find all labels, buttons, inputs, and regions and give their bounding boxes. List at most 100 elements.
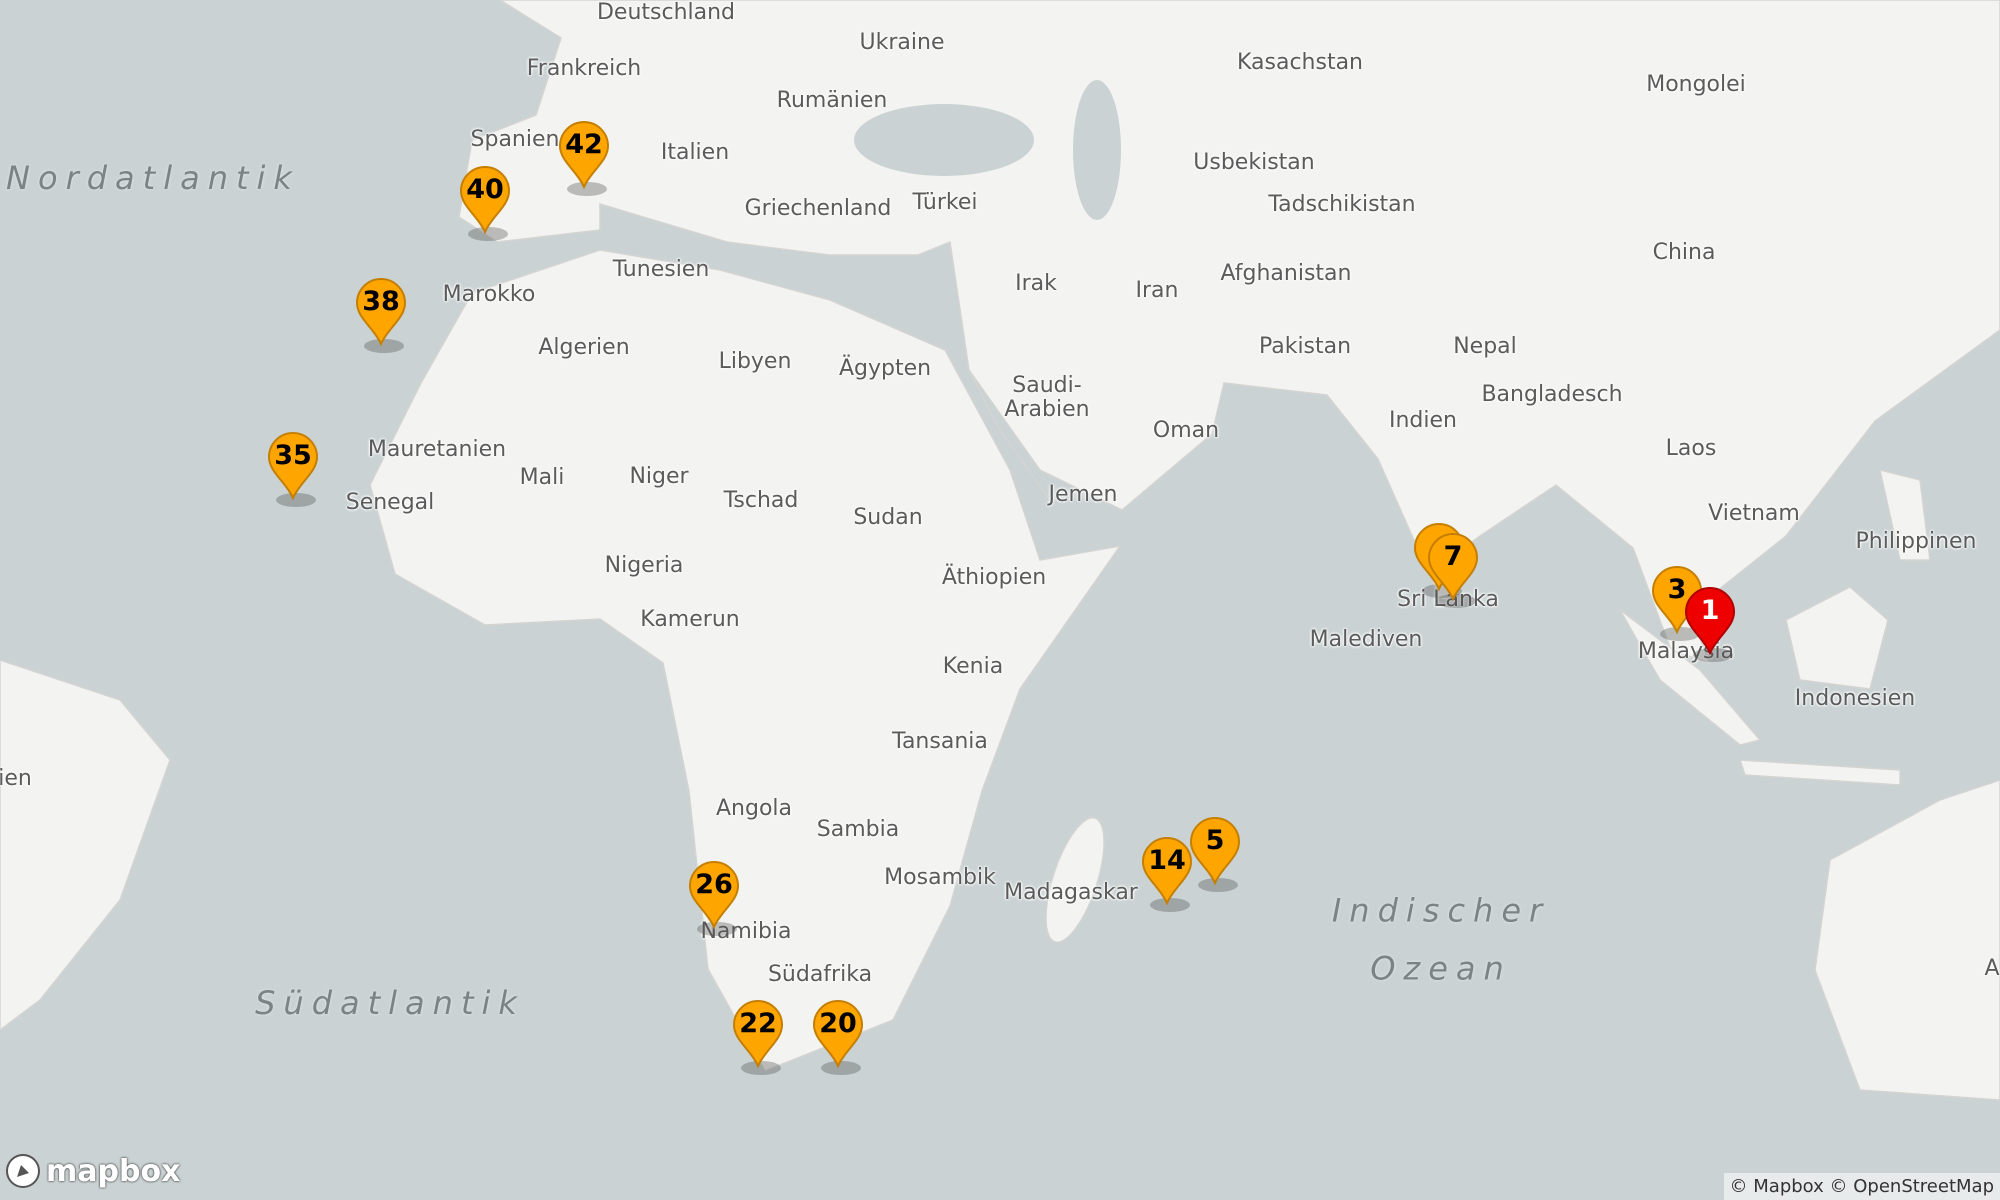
country-label: Niger — [629, 463, 689, 489]
location-marker[interactable]: 26 — [687, 859, 741, 936]
country-label: Philippinen — [1855, 528, 1977, 554]
land-south-america — [0, 659, 171, 1031]
map-pin-icon — [355, 278, 407, 353]
marker-label: 38 — [362, 286, 400, 317]
country-label: Rumänien — [776, 87, 888, 113]
location-marker[interactable]: 3 — [1650, 564, 1704, 641]
country-label: Iran — [1135, 277, 1179, 303]
country-label: Kenia — [942, 653, 1004, 679]
marker-label: 35 — [274, 440, 312, 471]
country-label: Türkei — [912, 189, 978, 215]
map-pin-icon — [1189, 817, 1241, 892]
land-arabia-lines — [968, 369, 1051, 501]
mapbox-logo-icon — [6, 1154, 40, 1188]
country-label: Saudi- Arabien — [1004, 372, 1090, 422]
country-label: Mosambik — [884, 864, 996, 890]
ocean-label: Indischer Ozean — [1331, 891, 1551, 987]
country-label: Deutschland — [596, 0, 736, 25]
land-africa — [369, 249, 1122, 1072]
ocean-label: Nordatlantik — [6, 159, 300, 198]
caspian-sea — [1073, 80, 1121, 220]
country-label: Mauretanien — [367, 436, 507, 462]
map-pin-icon — [688, 861, 740, 936]
black-sea — [854, 104, 1034, 176]
country-label: Senegal — [345, 489, 435, 515]
country-label: A — [1984, 955, 2000, 981]
location-marker[interactable]: 40 — [458, 164, 512, 241]
country-label: Ägypten — [838, 355, 932, 381]
location-marker[interactable]: 14 — [1140, 835, 1194, 912]
country-label: Kamerun — [640, 606, 740, 632]
country-label: Mali — [519, 464, 565, 490]
mapbox-logo-text: mapbox — [46, 1153, 181, 1189]
country-label: Laos — [1665, 435, 1717, 461]
ocean-label: Südatlantik — [255, 984, 525, 1023]
country-label: Oman — [1152, 417, 1220, 443]
attribution-mapbox-link[interactable]: © Mapbox — [1729, 1176, 1824, 1197]
land-philippines — [1879, 468, 1931, 561]
country-label: Südafrika — [767, 961, 873, 987]
marker-label: 40 — [466, 174, 504, 205]
country-label: Sri Lanka — [1397, 586, 1499, 612]
location-marker[interactable]: 5 — [1188, 815, 1242, 892]
country-label: Tunesien — [612, 256, 710, 282]
country-label: Indien — [1389, 407, 1457, 433]
country-label: Malaysia — [1637, 638, 1735, 664]
map-pin-icon — [459, 166, 511, 241]
country-label: Marokko — [442, 281, 536, 307]
country-label: Nepal — [1453, 333, 1517, 359]
country-label: Afghanistan — [1220, 260, 1352, 286]
country-label: Italien — [660, 139, 730, 165]
country-label: Malediven — [1309, 626, 1423, 652]
marker-label: 22 — [739, 1008, 777, 1039]
map-pin-icon — [558, 121, 610, 196]
country-label: Äthiopien — [941, 564, 1047, 590]
country-label: Kasachstan — [1236, 49, 1364, 75]
country-label: Madagaskar — [1004, 879, 1138, 905]
attribution-osm-link[interactable]: © OpenStreetMap — [1829, 1176, 1994, 1197]
location-marker[interactable]: 35 — [266, 430, 320, 507]
country-label: Griechenland — [744, 195, 892, 221]
land-madagascar — [1045, 817, 1105, 943]
location-marker[interactable]: 42 — [557, 119, 611, 196]
selected-location-marker[interactable]: 1 — [1683, 585, 1737, 662]
country-label: China — [1652, 239, 1716, 265]
marker-label: 1 — [1700, 595, 1720, 626]
marker-label: 42 — [565, 129, 603, 160]
map-pin-icon — [732, 1000, 784, 1075]
land-java — [1738, 759, 1901, 786]
country-label: Vietnam — [1708, 500, 1800, 526]
country-label: Sudan — [853, 504, 923, 530]
country-label: Indonesien — [1794, 685, 1916, 711]
location-marker[interactable]: 20 — [811, 998, 865, 1075]
mapbox-logo[interactable]: mapbox — [4, 1152, 180, 1190]
marker-label: 7 — [1443, 541, 1463, 572]
marker-label: 26 — [695, 869, 733, 900]
map-pin-icon — [1684, 587, 1736, 662]
country-label: Mongolei — [1646, 71, 1746, 97]
land-australia — [1814, 779, 2000, 1101]
country-label: Algerien — [538, 334, 630, 360]
country-label: Pakistan — [1258, 333, 1352, 359]
map-pin-icon — [267, 432, 319, 507]
country-label: ien — [0, 765, 32, 791]
marker-label: 14 — [1148, 845, 1186, 876]
location-marker[interactable]: 7 — [1426, 531, 1480, 608]
attribution: © Mapbox © OpenStreetMap — [1723, 1173, 2000, 1200]
location-marker[interactable]: 38 — [354, 276, 408, 353]
land-sumatra — [1619, 609, 1762, 746]
country-label: Jemen — [1048, 481, 1118, 507]
location-marker[interactable]: 22 — [731, 998, 785, 1075]
country-label: Usbekistan — [1193, 149, 1315, 175]
marker-label: 5 — [1205, 825, 1225, 856]
land-borneo — [1785, 586, 1889, 690]
country-label: Ukraine — [859, 29, 945, 55]
country-label: Libyen — [718, 348, 792, 374]
map-pin-icon — [1141, 837, 1193, 912]
marker-label: 20 — [819, 1008, 857, 1039]
country-label: Spanien — [470, 126, 560, 152]
map-pin-icon — [812, 1000, 864, 1075]
country-label: Bangladesch — [1481, 381, 1623, 407]
country-label: Angola — [715, 795, 793, 821]
country-label: Sambia — [816, 816, 900, 842]
